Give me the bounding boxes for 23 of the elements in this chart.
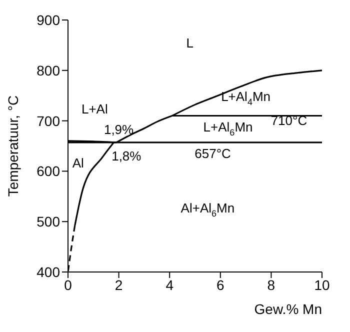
x-tick-label: 2 (114, 276, 123, 293)
annotation: 657°C (194, 146, 231, 162)
x-tick-label: 4 (166, 276, 174, 293)
annotation: L+Al$_{6}$Mn (203, 120, 253, 138)
y-tick-label: 500 (36, 214, 60, 230)
annotation: L+Al$_{4}$Mn (221, 90, 271, 108)
y-axis-title: Temperatuur, °C (4, 95, 21, 197)
x-tick-label: 10 (314, 276, 330, 293)
y-tick-label: 700 (36, 112, 60, 129)
x-tick-label: 6 (216, 276, 224, 293)
annotation: 1,9% (104, 122, 134, 138)
y-tick-label: 900 (36, 12, 60, 28)
x-tick-label: 8 (267, 276, 276, 293)
annotation: Al (72, 156, 84, 172)
y-tick-label: 800 (36, 62, 60, 78)
annotation: Al+Al$_{6}$Mn (180, 200, 235, 219)
x-axis-title: Gew.% Mn (254, 301, 322, 317)
annotation: L+Al (81, 102, 108, 118)
annotation: 1,8% (112, 148, 142, 164)
annotation: L (186, 36, 194, 52)
y-tick-label: 400 (36, 264, 60, 280)
y-tick-label: 600 (36, 163, 60, 180)
x-tick-label: 0 (64, 276, 72, 293)
